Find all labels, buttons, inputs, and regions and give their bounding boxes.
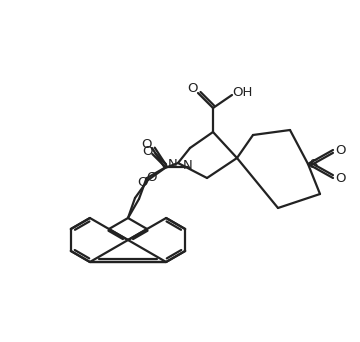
Text: N: N	[168, 158, 178, 171]
Text: O: O	[188, 82, 198, 95]
Text: S: S	[309, 158, 317, 171]
Text: O: O	[146, 171, 157, 184]
Text: O: O	[335, 144, 345, 157]
Text: O: O	[138, 175, 148, 188]
Text: O: O	[142, 137, 152, 150]
Text: O: O	[335, 171, 345, 184]
Text: N: N	[183, 159, 193, 172]
Text: O: O	[142, 145, 153, 158]
Text: OH: OH	[232, 87, 252, 100]
